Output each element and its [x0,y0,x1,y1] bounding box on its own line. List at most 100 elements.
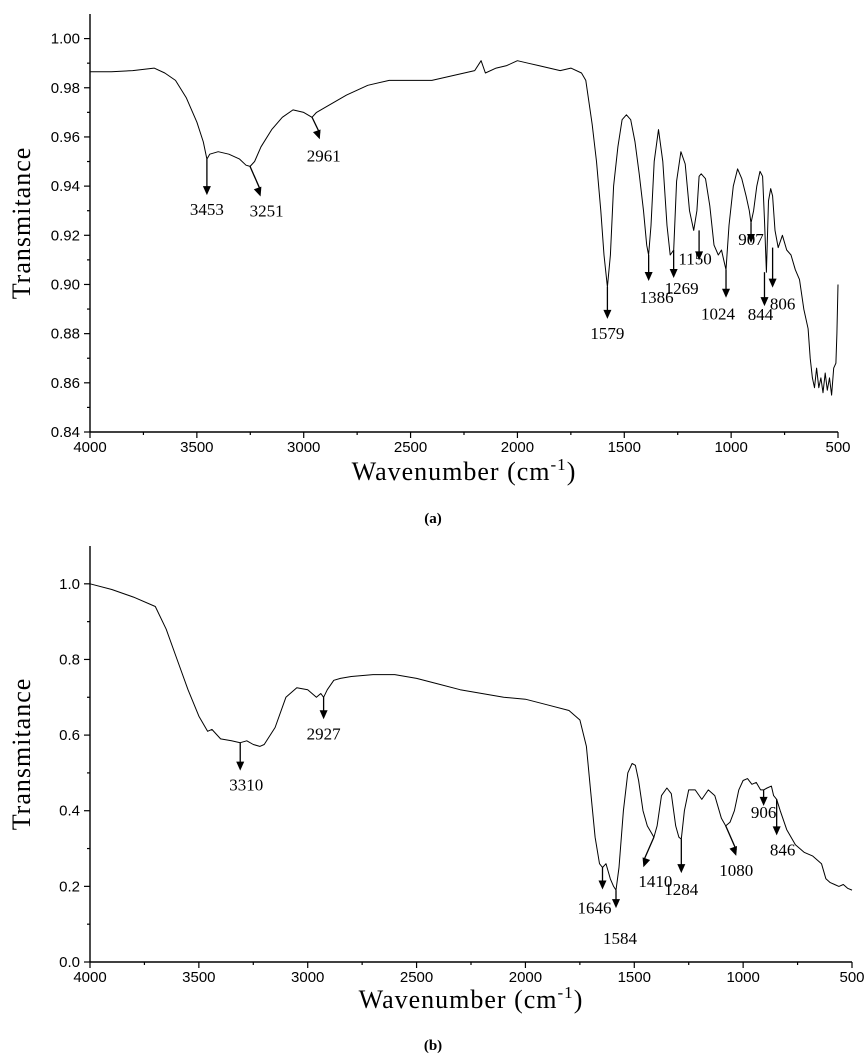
peak-label: 1579 [590,324,624,343]
peak-annotation: 846 [770,799,796,859]
peak-annotation: 1584 [603,890,637,948]
peak-label: 1269 [665,279,699,298]
y-tick-label: 1.00 [51,31,80,48]
x-tick-label: 2000 [501,439,534,456]
x-axis-title-superscript: -1 [558,983,574,1002]
peak-annotation: 3251 [249,166,284,220]
x-tick-label: 2500 [394,439,427,456]
peak-arrow-head [722,288,731,298]
peak-label: 1646 [577,898,611,917]
x-tick-label: 4000 [73,969,106,986]
y-tick-label: 0.84 [51,424,80,441]
peak-annotation: 2927 [307,697,342,743]
peak-arrow-head [319,710,328,720]
x-tick-label: 1000 [714,439,747,456]
y-tick-label: 0.8 [59,651,80,668]
peak-arrow-head [729,846,738,856]
x-axis-title-close: ) [574,985,584,1014]
peak-annotation: 1646 [577,867,611,917]
peak-arrow-head [695,251,704,261]
x-tick-label: 500 [825,439,850,456]
peak-annotation: 906 [751,789,777,822]
panel-caption-a: (a) [424,511,442,527]
y-tick-label: 0.90 [51,276,80,293]
peak-annotation: 2961 [307,116,341,165]
x-axis-title-close: ) [567,457,577,486]
y-tick-label: 0.4 [59,803,80,820]
peak-arrow-head [759,796,768,806]
peak-arrow-head [772,826,781,836]
peak-label: 3453 [190,200,224,219]
peak-annotation: 1269 [665,250,699,298]
peak-label: 1386 [640,288,674,307]
peak-arrow-head [611,899,620,909]
peak-arrow-shaft [642,836,655,862]
y-tick-label: 0.2 [59,878,80,895]
spectrum-line [89,583,853,891]
peak-annotation: 1024 [701,269,736,324]
y-tick-label: 0.96 [51,129,80,146]
peak-annotation: 1284 [664,839,699,899]
peak-label: 2961 [307,146,341,165]
y-tick-label: 0.92 [51,227,80,244]
peak-annotation: 1579 [590,286,624,343]
x-axis-title-a: Wavenumber (cm-1) [352,455,577,486]
x-tick-label: 2500 [400,969,433,986]
peak-annotation: 1150 [678,230,712,268]
x-axis-title-text: Wavenumber (cm [359,985,558,1014]
x-axis-title-superscript: -1 [551,455,567,474]
chart-panel-b: 4000 3500 3000 2500 2000 1500 1000 500 0.0 0.2 0.4… [7,546,865,1054]
peak-label: 1080 [719,861,753,880]
peak-label: 1284 [664,880,699,899]
peak-annotation: 1410 [638,836,672,891]
peak-annotation: 3453 [190,159,224,219]
peak-arrow-head [669,269,678,279]
x-tick-label: 500 [839,969,864,986]
y-axis-title-b: Transmitance [7,678,36,831]
peak-label: 2927 [307,724,342,743]
y-tick-label: 1.0 [59,576,80,593]
peak-label: 806 [770,295,796,314]
y-axis-title-a: Transmitance [7,147,36,300]
peak-arrow-head [598,880,607,890]
ticks-layer-b: 4000 3500 3000 2500 2000 1500 1000 500 0.0 0.2 0.4… [59,576,864,986]
axes-layer-b [89,546,852,963]
peak-arrow-head [642,857,651,868]
y-tick-label: 0.86 [51,375,80,392]
peak-label: 846 [770,840,796,859]
peak-annotation: 1386 [640,254,674,307]
x-tick-label: 1000 [726,969,759,986]
x-tick-label: 4000 [73,439,106,456]
peak-arrow-head [253,186,262,197]
x-tick-label: 3000 [291,969,324,986]
peak-arrow-shaft [249,166,262,191]
ticks-layer-a: 4000 3500 3000 2500 2000 1500 1000 500 0.84 0.86 0… [51,31,851,456]
series-layer-a [90,60,839,396]
peak-annotation: 844 [748,272,774,324]
axes-layer-a [89,14,838,433]
panel-caption-b: (b) [424,1038,442,1054]
peak-annotation: 907 [738,223,764,249]
chart-panel-a: 4000 3500 3000 2500 2000 1500 1000 500 0.84 0.86 0… [7,14,851,527]
peak-arrow-head [768,278,777,288]
series-layer-b [89,583,853,891]
x-axis-title-text: Wavenumber (cm [352,457,551,486]
x-tick-label: 1500 [618,969,651,986]
peak-arrow-head [644,271,653,281]
peak-annotation: 3310 [229,742,263,795]
y-tick-label: 0.6 [59,727,80,744]
peak-label: 3310 [229,776,263,795]
peak-arrow-head [313,129,321,140]
peak-label: 906 [751,803,777,822]
x-tick-label: 3000 [287,439,320,456]
peak-label: 3251 [250,201,284,220]
peak-label: 1024 [701,305,736,324]
x-tick-label: 3500 [182,969,215,986]
peak-arrow-head [236,761,245,771]
peak-arrow-shaft [725,825,737,851]
peak-arrow-head [760,297,769,307]
peak-arrow-head [202,186,211,196]
